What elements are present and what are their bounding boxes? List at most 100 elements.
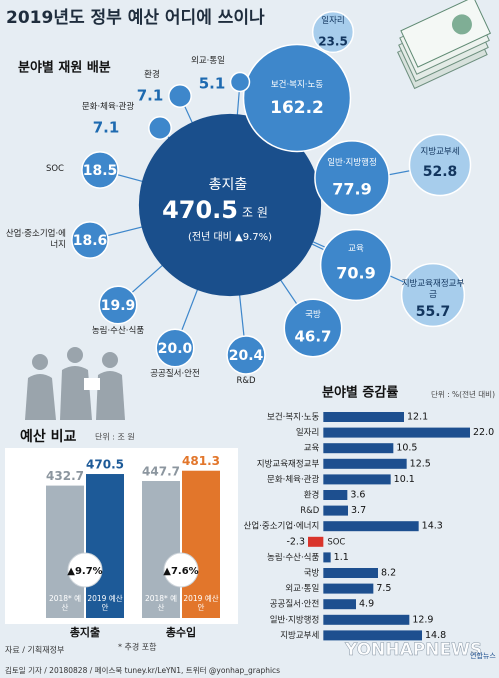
bar [182, 470, 220, 618]
page-title: 2019년도 정부 예산 어디에 쓰이나 [6, 8, 265, 28]
bar [323, 443, 394, 454]
bubble [311, 10, 355, 54]
bar-value: 4.9 [359, 599, 374, 610]
bar [46, 485, 84, 618]
center-unit: 조 원 [242, 206, 268, 220]
bar-value: 14.8 [425, 630, 446, 641]
category-label: 총지출 [70, 625, 100, 639]
bar [86, 474, 124, 618]
bar [323, 614, 410, 625]
bar-value: 12.1 [407, 412, 428, 423]
bubble-label: 지방교육재정교부금 [401, 279, 465, 300]
bubble-value: 18.6 [73, 233, 108, 249]
bar [323, 521, 419, 532]
bubble-value: 55.7 [416, 304, 451, 320]
bar-value: 470.5 [86, 458, 124, 472]
bar [323, 599, 356, 610]
bubble [314, 140, 390, 216]
bubble [148, 116, 172, 140]
bubble-value: 20.0 [158, 341, 193, 357]
bar [323, 505, 348, 516]
money-illustration [397, 0, 492, 90]
bar [323, 630, 422, 641]
bubble [155, 328, 195, 368]
bubble-value: 70.9 [336, 264, 375, 283]
center-value: 470.5 [162, 196, 238, 224]
center-bubble [138, 113, 322, 297]
bubble-value: 162.2 [270, 98, 324, 118]
bar [323, 552, 331, 563]
bar [323, 427, 470, 438]
bar [323, 412, 404, 422]
bar-value: 1.1 [334, 552, 349, 563]
bubble-label: R&D [236, 376, 256, 386]
series-label: 2018* 예산 [48, 594, 82, 612]
bar-value: 432.7 [46, 469, 84, 483]
category-label: 교육 [304, 444, 320, 454]
section-title: 분야별 재원 배분 [18, 60, 111, 76]
growth-badge [67, 552, 103, 588]
bubble-label: SOC [45, 164, 64, 174]
bar-value: -2.3 [286, 536, 305, 547]
credit: 김토일 기자 / 20180828 / 페이스북 tuney.kr/LeYN1,… [5, 665, 280, 675]
unit-label: 단위 : %(전년 대비) [431, 389, 495, 399]
bubble-value: 46.7 [294, 328, 331, 346]
bubble [400, 262, 466, 328]
category-label: 외교·통일 [285, 583, 319, 594]
category-label: 일자리 [296, 428, 319, 438]
bar-value: 3.7 [351, 505, 366, 516]
bubble [81, 151, 119, 189]
bar [323, 474, 391, 485]
section-title: 분야별 증감률 [322, 385, 398, 401]
source: 자료 / 기획재정부 [5, 645, 64, 655]
bar-value: 22.0 [473, 427, 494, 438]
footnote: * 추경 포함 [118, 642, 157, 652]
section-title: 예산 비교 [20, 428, 77, 445]
center-label: 총지출 [209, 177, 248, 193]
bubble-value: 77.9 [332, 180, 371, 199]
bubble-value: 7.1 [93, 119, 120, 137]
bubble-label: 농림·수산·식품 [91, 326, 145, 336]
bubble-label: 보건·복지·노동 [270, 80, 324, 90]
bubble-label: 공공질서·안전 [150, 369, 200, 379]
category-label: 지방교부세 [280, 630, 319, 641]
growth-label: ▲7.6% [163, 566, 198, 577]
category-label: 일반·지방행정 [270, 614, 320, 625]
people-illustration [25, 347, 125, 420]
category-label: 국방 [304, 568, 320, 579]
category-label: 공공질서·안전 [270, 599, 320, 610]
bar [323, 490, 348, 500]
category-label: 보건·복지·노동 [267, 412, 320, 423]
bar-value: 481.3 [182, 454, 220, 468]
bubble-value: 20.4 [229, 348, 264, 364]
bar-value: 8.2 [381, 568, 396, 579]
bubble-label: 환경 [144, 70, 160, 80]
bar-value: 7.5 [376, 583, 391, 594]
bar [323, 458, 407, 469]
category-label: 농림·수산·식품 [267, 552, 320, 563]
bubble-label: 국방 [305, 310, 321, 320]
bubble [168, 84, 192, 108]
logo: 연합뉴스 [470, 651, 496, 660]
bubble-value: 18.5 [83, 163, 118, 179]
bar [323, 583, 374, 594]
category-label: 환경 [304, 490, 320, 501]
bar-value: 10.1 [394, 474, 415, 485]
bubble [319, 228, 393, 302]
series-label: 2018* 예산 [144, 594, 178, 612]
bar-value: 447.7 [142, 465, 180, 479]
center-note: (전년 대비 ▲9.7%) [188, 231, 272, 243]
category-label: 총수입 [166, 625, 196, 639]
bubble-value: 23.5 [318, 35, 348, 49]
series-label: 2019 예산안 [87, 594, 123, 612]
growth-badge [163, 552, 199, 588]
bubble-value: 19.9 [101, 298, 136, 314]
bar-value: 10.5 [396, 443, 417, 454]
bubble-value: 7.1 [137, 87, 164, 105]
bubble-label: 외교·통일 [191, 56, 225, 66]
bubble-label: 일반·지방행정 [327, 158, 377, 168]
bubble-label: 문화·체육·관광 [81, 102, 135, 112]
unit-label: 단위 : 조 원 [95, 432, 135, 442]
